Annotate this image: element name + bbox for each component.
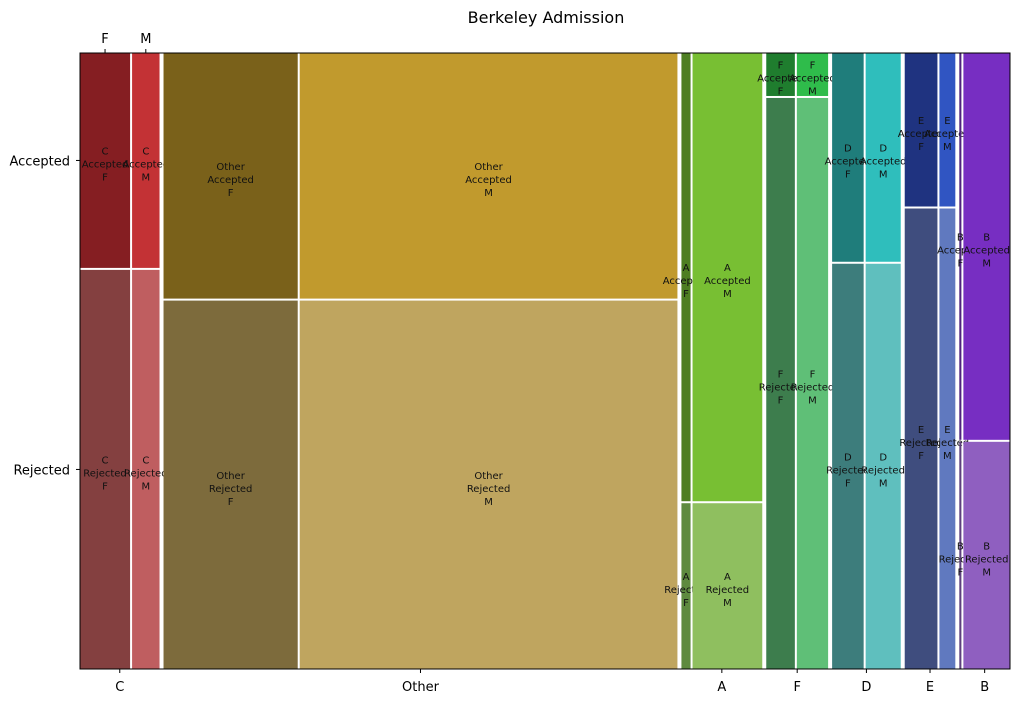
x-tick-label-c: C [115, 680, 124, 695]
label-b-rejected-f: B Rejected F [939, 541, 983, 578]
label-e-accepted-f: E Accepted F [898, 116, 945, 153]
tile-f-accepted-m [796, 53, 829, 96]
tile-a-accepted-f [681, 53, 691, 502]
tile-f-rejected-f [766, 97, 795, 670]
tile-c-accepted-m [132, 53, 160, 268]
tile-other-accepted-m [299, 53, 678, 299]
top-tick-label-m: M [140, 32, 151, 47]
label-e-accepted-m: E Accepted M [924, 116, 971, 153]
tile-d-accepted-f [832, 53, 864, 262]
tile-b-rejected-m [963, 441, 1010, 669]
tile-b-rejected-f [959, 441, 962, 669]
tile-c-rejected-m [132, 269, 160, 669]
x-axis: C Other A F D E B [115, 669, 989, 695]
tile-a-rejected-f [681, 503, 691, 669]
label-other-accepted-f: Other Accepted F [207, 162, 254, 199]
mosaic-tiles: C Accepted F C Rejected F C Accepted M C Rejected M… [80, 53, 1010, 670]
label-a-accepted-m: A Accepted M [704, 263, 751, 300]
label-a-rejected-f: A Rejected F [664, 572, 708, 609]
label-b-accepted-f: B Accepted F [937, 232, 984, 269]
label-f-accepted-f: F Accepted F [757, 60, 804, 97]
label-c-rejected-m: C Rejected M [124, 455, 168, 492]
tile-c-accepted-f [80, 53, 131, 268]
tile-other-rejected-m [299, 300, 678, 669]
x-tick-label-e: E [926, 680, 934, 695]
label-other-rejected-m: Other Rejected M [467, 471, 511, 508]
tile-e-accepted-f [904, 53, 938, 207]
label-f-accepted-m: F Accepted M [789, 60, 836, 97]
tile-e-rejected-m [939, 208, 956, 669]
label-c-accepted-m: C Accepted M [123, 146, 170, 183]
label-f-rejected-m: F Rejected M [791, 369, 835, 406]
label-other-accepted-m: Other Accepted M [465, 162, 512, 199]
plot-frame [79, 52, 1011, 670]
x-tick-label-other: Other [402, 680, 440, 695]
label-e-rejected-f: E Rejected F [899, 425, 943, 462]
tile-b-accepted-f [959, 53, 962, 440]
tile-other-accepted-f [163, 53, 298, 299]
tile-b-accepted-m [963, 53, 1010, 440]
label-e-rejected-m: E Rejected M [926, 425, 970, 462]
label-f-rejected-f: F Rejected F [759, 369, 803, 406]
tile-d-rejected-m [865, 263, 901, 669]
label-d-rejected-m: D Rejected M [861, 452, 905, 489]
tile-c-rejected-f [80, 269, 131, 669]
label-c-rejected-f: C Rejected F [83, 455, 127, 492]
tile-e-accepted-m [939, 53, 956, 207]
tile-other-rejected-f [163, 300, 298, 669]
left-axis: Accepted Rejected [9, 154, 80, 478]
top-tick-label-f: F [101, 32, 108, 47]
chart-title: Berkeley Admission [468, 8, 625, 27]
x-tick-label-f: F [793, 680, 800, 695]
label-d-rejected-f: D Rejected F [826, 452, 870, 489]
label-d-accepted-f: D Accepted F [825, 143, 872, 180]
tile-f-accepted-f [766, 53, 795, 96]
tile-f-rejected-m [796, 97, 829, 670]
tile-d-accepted-m [865, 53, 901, 262]
label-d-accepted-m: D Accepted M [860, 143, 907, 180]
tile-d-rejected-f [832, 263, 864, 669]
label-a-accepted-f: A Accepted F [663, 263, 710, 300]
label-other-rejected-f: Other Rejected F [209, 471, 253, 508]
tile-a-accepted-m [692, 53, 763, 502]
label-c-accepted-f: C Accepted F [82, 146, 129, 183]
x-tick-label-d: D [861, 680, 871, 695]
label-b-rejected-m: B Rejected M [965, 541, 1009, 578]
label-b-accepted-m: B Accepted M [963, 232, 1010, 269]
x-tick-label-b: B [980, 680, 989, 695]
left-tick-label-accepted: Accepted [9, 154, 70, 169]
label-a-rejected-m: A Rejected M [706, 572, 750, 609]
tile-e-rejected-f [904, 208, 938, 669]
x-tick-label-a: A [717, 680, 726, 695]
left-tick-label-rejected: Rejected [13, 463, 70, 478]
tile-a-rejected-m [692, 503, 763, 669]
